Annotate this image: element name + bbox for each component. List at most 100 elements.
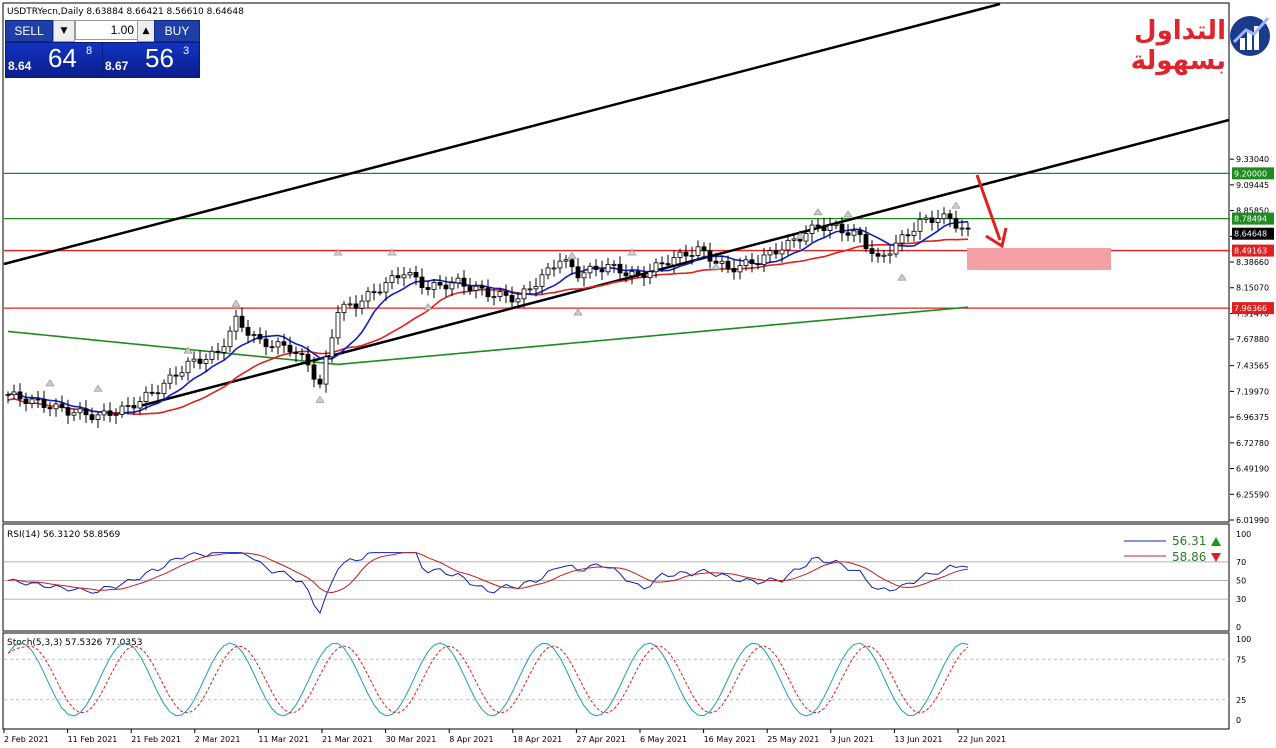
candle-body — [35, 398, 41, 401]
candle-body — [779, 249, 785, 255]
candle-body — [269, 346, 275, 349]
candle-body — [125, 405, 131, 407]
candle-body — [815, 224, 821, 227]
candle-body — [683, 251, 689, 257]
candle-body — [737, 265, 743, 273]
date-tick-label: 11 Mar 2021 — [258, 735, 309, 744]
sell-price-box[interactable]: 8.64 64 8 — [5, 42, 103, 78]
candle-body — [797, 238, 803, 242]
candle-body — [923, 217, 929, 220]
candle-body — [77, 408, 83, 414]
candle-body — [143, 391, 149, 402]
date-tick-label: 21 Feb 2021 — [131, 735, 181, 744]
candle-body — [569, 259, 575, 268]
sell-price-prefix: 8.64 — [8, 59, 32, 73]
candle-body — [419, 276, 425, 288]
candle-body — [545, 267, 551, 276]
candle-body — [893, 242, 899, 255]
candle-body — [899, 234, 905, 244]
candle-body — [437, 282, 443, 286]
rsi-title: RSI(14) 56.3120 58.8569 — [7, 530, 121, 540]
price-tick-label: 6.01990 — [1236, 516, 1269, 525]
candle-body — [377, 291, 383, 294]
candle-body — [857, 230, 863, 235]
candle-body — [509, 294, 515, 303]
candle-body — [701, 246, 707, 252]
candle-body — [179, 372, 185, 377]
date-axis: 2 Feb 2021 11 Feb 2021 21 Feb 2021 2 Mar 20… — [3, 729, 1006, 744]
rsi-value-1: 56.31 — [1172, 534, 1206, 548]
candle-body — [29, 398, 35, 404]
price-axis: 9.330409.094458.858508.622608.386608.150… — [1230, 155, 1269, 525]
lot-size-input[interactable]: 1.00 — [75, 20, 139, 40]
candle-body — [761, 254, 767, 265]
fractal-marker — [897, 273, 907, 281]
fractal-marker — [423, 303, 433, 310]
candle-body — [917, 218, 923, 232]
level-price-label: 8.64648 — [1234, 230, 1267, 239]
candle-body — [41, 398, 47, 408]
level-price-label: 8.49163 — [1234, 247, 1267, 256]
level-price-label: 8.78494 — [1234, 215, 1267, 224]
rsi-signal-line — [7, 552, 969, 594]
candle-body — [623, 272, 629, 277]
price-tick-label: 9.09445 — [1236, 181, 1269, 190]
forecast-annotation[interactable] — [967, 174, 1111, 270]
candle-body — [539, 274, 545, 287]
fractal-markers — [45, 201, 961, 403]
forecast-arrow-shaft — [975, 174, 1002, 241]
price-tick-label: 9.33040 — [1236, 155, 1269, 164]
candle-body — [965, 227, 971, 230]
candle-body — [929, 217, 935, 223]
lot-dropdown-icon[interactable]: ▼ — [53, 20, 75, 42]
candle-body — [575, 266, 581, 279]
candle-body — [239, 315, 245, 328]
candle-body — [635, 271, 641, 275]
price-tick-label: 6.49190 — [1236, 465, 1269, 474]
rsi-lines — [7, 552, 969, 615]
candle-body — [395, 275, 401, 279]
rsi-tick-label: 30 — [1236, 595, 1246, 604]
candle-body — [743, 259, 749, 266]
date-tick-label: 13 Jun 2021 — [894, 735, 942, 744]
candle-body — [557, 260, 563, 269]
horizontal-levels[interactable]: 9.20000 8.78494 8.64648 8.49163 7.96366 — [4, 167, 1274, 315]
stoch-main-line — [7, 642, 969, 717]
candle-body — [533, 286, 539, 290]
buy-button[interactable]: BUY — [154, 20, 200, 42]
price-tick-label: 8.38660 — [1236, 258, 1269, 267]
candle-body — [587, 265, 593, 274]
candle-body — [551, 267, 557, 270]
candle-body — [167, 374, 173, 384]
candle-body — [221, 346, 227, 353]
candle-body — [11, 391, 17, 396]
date-tick-label: 2 Feb 2021 — [4, 735, 49, 744]
level-price-tag — [1232, 302, 1274, 315]
candle-body — [203, 359, 209, 364]
brand-logo-text: التداول بسهولة — [1130, 16, 1226, 76]
candle-body — [581, 272, 587, 279]
candle-body — [905, 234, 911, 237]
stoch-title: Stoch(5,3,3) 57.5326 77.0353 — [7, 638, 142, 648]
buy-price-pip: 3 — [183, 45, 190, 57]
buy-price-big: 56 — [145, 43, 174, 73]
candle-body — [401, 274, 407, 279]
candle-body — [185, 360, 191, 374]
buy-price-box[interactable]: 8.67 56 3 — [102, 42, 200, 78]
fractal-marker — [843, 210, 853, 218]
candle-body — [479, 285, 485, 289]
candle-body — [707, 250, 713, 262]
candle-body — [647, 271, 653, 278]
lot-stepper-icon[interactable]: ▲ — [137, 20, 155, 42]
candle-body — [197, 358, 203, 364]
sell-button[interactable]: SELL — [5, 20, 53, 42]
candle-body — [323, 356, 329, 385]
channel-upper-line — [3, 2, 1001, 266]
candle-body — [821, 225, 827, 231]
candle-body — [113, 413, 119, 416]
candle-body — [371, 291, 377, 294]
date-tick-label: 22 Jun 2021 — [958, 735, 1006, 744]
candle-body — [191, 358, 197, 362]
date-tick-label: 2 Mar 2021 — [195, 735, 241, 744]
